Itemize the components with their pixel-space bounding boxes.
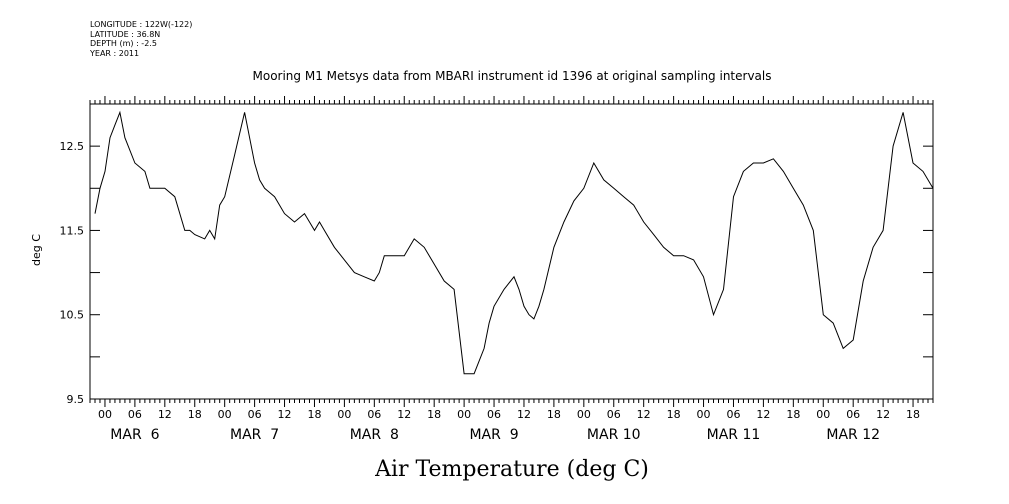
chart-title: Mooring M1 Metsys data from MBARI instru…	[253, 69, 772, 83]
x-tick-label: 12	[158, 408, 172, 421]
x-tick-label: 06	[726, 408, 740, 421]
x-tick-label: 18	[307, 408, 321, 421]
date-label: MAR 10	[587, 427, 641, 443]
date-label: MAR 7	[230, 427, 279, 443]
y-tick-label: 9.5	[67, 393, 85, 406]
x-tick-label: 18	[547, 408, 561, 421]
x-tick-label: 00	[337, 408, 351, 421]
x-tick-label: 06	[128, 408, 142, 421]
x-tick-label: 00	[816, 408, 830, 421]
y-axis-label: deg C	[30, 234, 43, 266]
y-axis: 9.5 10.5 11.5 12.5	[60, 103, 933, 406]
date-label: MAR 12	[826, 427, 880, 443]
x-axis-label: Air Temperature (deg C)	[374, 457, 649, 482]
x-tick-label: 00	[98, 408, 112, 421]
x-tick-label: 12	[397, 408, 411, 421]
year-text: YEAR : 2011	[90, 48, 140, 58]
latitude-text: LATITUDE : 36.8N	[90, 29, 161, 39]
x-tick-label: 12	[517, 408, 531, 421]
x-tick-label: 12	[876, 408, 890, 421]
y-tick-label: 11.5	[60, 224, 85, 237]
metadata-block: LONGITUDE : 122W(-122) LATITUDE : 36.8N …	[90, 20, 192, 58]
plot-frame	[89, 103, 934, 400]
x-tick-label: 06	[846, 408, 860, 421]
y-tick-label: 10.5	[60, 309, 85, 322]
x-tick-label: 06	[487, 408, 501, 421]
series-line	[94, 110, 934, 375]
x-tick-label: 18	[427, 408, 441, 421]
x-tick-label: 18	[786, 408, 800, 421]
x-tick-label: 18	[906, 408, 920, 421]
x-tick-label: 06	[367, 408, 381, 421]
date-label: MAR 8	[350, 427, 399, 443]
x-tick-label: 06	[607, 408, 621, 421]
x-tick-label: 00	[457, 408, 471, 421]
x-axis: 00 06 12 18 00 06 12 18 00 06 12 18 00 06 12 18 00 06 12 18…	[89, 96, 934, 443]
x-tick-label: 12	[278, 408, 292, 421]
longitude-text: LONGITUDE : 122W(-122)	[90, 20, 193, 29]
date-label: MAR 11	[707, 427, 761, 443]
x-tick-label: 00	[218, 408, 232, 421]
date-label: MAR 9	[469, 427, 518, 443]
x-tick-label: 12	[756, 408, 770, 421]
x-tick-label: 00	[697, 408, 711, 421]
x-tick-label: 00	[577, 408, 591, 421]
x-tick-label: 06	[248, 408, 262, 421]
date-label: MAR 6	[110, 427, 159, 443]
depth-text: DEPTH (m) : -2.5	[90, 39, 157, 48]
x-tick-label: 12	[637, 408, 651, 421]
x-tick-label: 18	[188, 408, 202, 421]
x-tick-label: 18	[667, 408, 681, 421]
y-tick-label: 12.5	[60, 140, 85, 153]
